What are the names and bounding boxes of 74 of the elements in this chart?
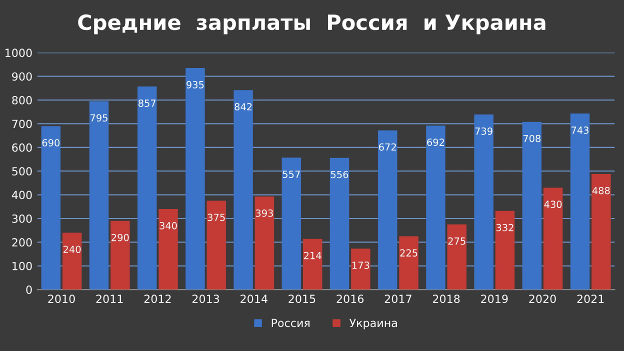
y-tick-label: 0 — [26, 286, 32, 294]
bar — [302, 238, 322, 290]
x-tick-label: 2019 — [481, 294, 508, 304]
bar — [399, 236, 418, 290]
y-tick-label: 600 — [12, 143, 32, 152]
bar — [110, 220, 130, 290]
bar — [592, 174, 611, 290]
bar — [137, 86, 157, 290]
bar — [426, 126, 446, 290]
bar — [447, 224, 466, 290]
data-label: 557 — [282, 170, 300, 178]
bar — [89, 101, 109, 290]
data-label: 332 — [496, 224, 514, 232]
data-label: 556 — [330, 170, 348, 178]
x-tick-label: 2016 — [336, 294, 364, 304]
y-tick-label: 400 — [12, 190, 32, 200]
bar — [234, 90, 253, 290]
data-label: 173 — [352, 262, 370, 269]
y-tick-label: 100 — [12, 262, 32, 270]
x-tick-label: 2012 — [144, 294, 171, 304]
y-tick-label: 1000 — [6, 48, 32, 58]
x-tick-label: 2021 — [577, 294, 604, 304]
data-label: 842 — [234, 103, 252, 110]
legend-label: Россия — [272, 318, 310, 328]
data-label: 488 — [592, 186, 610, 194]
data-label: 935 — [186, 81, 204, 88]
legend-label: Украина — [350, 318, 397, 330]
x-tick-label: 2011 — [96, 294, 123, 304]
chart-title: Средние зарплаты Россия и Украина — [78, 14, 546, 34]
x-tick-label: 2018 — [432, 294, 460, 304]
data-label: 225 — [400, 249, 418, 257]
bar — [522, 122, 542, 290]
y-tick-label: 500 — [12, 167, 32, 176]
bar — [186, 68, 205, 290]
bar — [206, 200, 226, 290]
data-label: 743 — [572, 126, 589, 134]
data-label: 692 — [427, 138, 444, 146]
y-tick-label: 900 — [12, 72, 32, 81]
data-label: 275 — [448, 237, 466, 245]
data-label: 708 — [523, 134, 541, 142]
bar — [41, 126, 61, 290]
data-label: 690 — [42, 139, 60, 146]
bar — [495, 210, 515, 290]
bar — [282, 158, 302, 290]
bar — [351, 248, 370, 290]
data-label: 340 — [160, 222, 177, 230]
data-label: 739 — [475, 127, 492, 135]
x-tick-label: 2010 — [48, 294, 75, 304]
data-label: 290 — [112, 234, 129, 242]
data-label: 375 — [208, 214, 225, 222]
y-tick-label: 300 — [12, 214, 32, 223]
bar — [474, 114, 494, 290]
y-tick-label: 800 — [12, 96, 32, 104]
bar — [378, 130, 398, 290]
x-tick-label: 2014 — [240, 294, 268, 304]
bar — [158, 209, 178, 290]
bar — [330, 158, 350, 290]
data-label: 240 — [64, 246, 81, 254]
data-label: 430 — [544, 200, 562, 208]
y-tick-label: 200 — [12, 238, 32, 247]
data-label: 214 — [304, 252, 322, 260]
bar — [543, 188, 563, 290]
x-tick-label: 2017 — [384, 294, 412, 304]
bar — [254, 196, 274, 290]
bar — [62, 232, 82, 290]
data-label: 795 — [90, 114, 108, 122]
x-tick-label: 2015 — [288, 294, 316, 304]
x-tick-label: 2020 — [529, 294, 556, 304]
data-label: 393 — [256, 209, 273, 217]
y-tick-label: 700 — [12, 120, 32, 128]
x-tick-label: 2013 — [192, 294, 220, 304]
data-label: 672 — [379, 143, 396, 151]
bar — [570, 114, 590, 290]
data-label: 857 — [138, 100, 156, 107]
